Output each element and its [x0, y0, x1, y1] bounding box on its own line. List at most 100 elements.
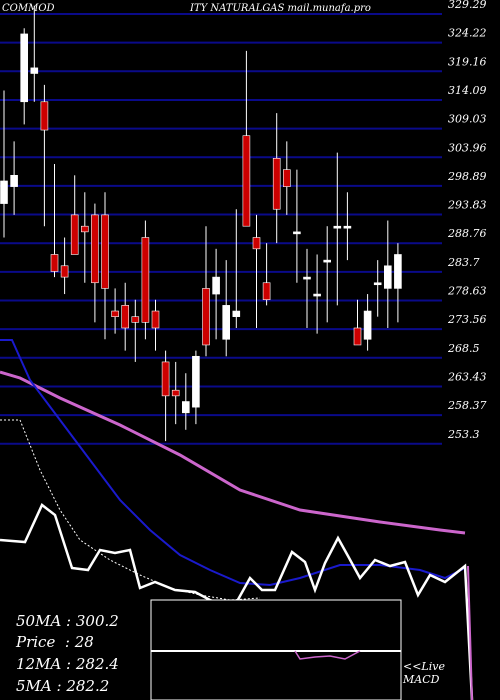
candle-body-up — [232, 310, 241, 317]
candle — [30, 5, 39, 102]
y-tick-label: 288.76 — [447, 227, 487, 240]
candle-body-down — [151, 310, 160, 329]
candle — [383, 220, 392, 328]
candle — [161, 350, 170, 442]
candle — [0, 90, 8, 238]
candle-body-down — [70, 214, 79, 255]
candle-body-up — [313, 293, 321, 297]
candle-body-down — [252, 237, 261, 250]
candle — [232, 209, 241, 328]
candle-body-down — [50, 254, 59, 272]
candle — [141, 220, 150, 340]
y-tick-label: 329.29 — [448, 0, 487, 11]
candle-body-up — [212, 276, 220, 295]
y-axis-ticks: 329.29 324.22 319.16 314.09 309.03 303.96 298.… — [447, 0, 487, 441]
candle-body-down — [131, 316, 140, 323]
candle — [373, 260, 382, 317]
candle-body-down — [111, 310, 119, 317]
y-tick-label: 319.16 — [448, 55, 487, 68]
candle — [242, 50, 251, 227]
candle — [272, 113, 281, 244]
candle-body-down — [161, 361, 170, 397]
candle-body-up — [373, 282, 382, 286]
candle — [101, 192, 109, 340]
candle-body-down — [353, 327, 362, 346]
y-tick-label: 283.7 — [447, 256, 480, 269]
candle-body-up — [20, 33, 29, 103]
candle-body-up — [323, 259, 332, 263]
candle-body-up — [383, 265, 392, 289]
y-tick-label: 263.43 — [447, 370, 487, 383]
candle — [131, 299, 140, 362]
candle-body-down — [81, 225, 89, 233]
candle-body-up — [0, 180, 8, 204]
candle-body-down — [242, 135, 251, 227]
candle-body-down — [262, 282, 271, 301]
candle — [20, 28, 29, 125]
candle-body-up — [192, 355, 200, 408]
candle — [212, 248, 220, 340]
info-price: Price : 28 — [16, 633, 94, 651]
y-tick-label: 273.56 — [447, 313, 487, 326]
candle — [60, 237, 69, 295]
macd-signal-line — [294, 650, 361, 660]
candle-body-up — [182, 401, 190, 414]
candle — [313, 254, 321, 334]
candle-body-down — [60, 265, 69, 278]
y-tick-label: 303.96 — [448, 141, 487, 154]
candle — [111, 288, 119, 334]
y-tick-label: 324.22 — [448, 27, 487, 40]
y-tick-label: 298.89 — [447, 170, 487, 183]
candle — [343, 192, 352, 261]
candle-body-up — [10, 175, 18, 187]
candle-body-down — [141, 237, 150, 323]
info-ma5: 5MA : 282.2 — [16, 677, 110, 695]
candle — [50, 163, 59, 278]
candle — [182, 373, 190, 430]
candle-body-down — [171, 389, 180, 397]
candles — [0, 5, 402, 442]
macd-label: <<Live MACD — [403, 660, 445, 686]
candle — [252, 214, 261, 328]
candle-body-up — [222, 305, 230, 340]
candle-body-up — [363, 310, 372, 340]
y-tick-label: 293.83 — [447, 199, 487, 212]
candle — [303, 248, 311, 328]
candle — [151, 299, 160, 351]
candle — [40, 84, 49, 227]
y-tick-label: 309.03 — [448, 113, 487, 126]
candle-body-up — [293, 231, 301, 235]
lower-panel — [0, 339, 474, 700]
y-tick-label: 278.63 — [447, 285, 487, 298]
candle-body-down — [101, 214, 109, 289]
price-drop-line — [467, 565, 473, 700]
candle — [363, 294, 372, 351]
candle — [171, 361, 180, 425]
candle-body-down — [121, 305, 129, 329]
candle — [394, 243, 402, 323]
candle — [282, 141, 291, 215]
ma-long-line — [0, 370, 466, 535]
candle — [323, 226, 332, 323]
candle — [293, 169, 301, 283]
info-ma12: 12MA : 282.4 — [16, 655, 119, 673]
candle-body-down — [202, 288, 210, 346]
candle-body-up — [303, 276, 311, 280]
y-tick-label: 314.09 — [448, 84, 487, 97]
candle-body-up — [333, 225, 342, 229]
candle — [202, 226, 210, 357]
candle — [91, 203, 99, 323]
y-tick-label: 253.3 — [447, 428, 480, 441]
candle — [262, 243, 271, 306]
ma-dotted-line — [0, 419, 261, 601]
ma-short-line — [0, 339, 466, 587]
candle-body-down — [40, 101, 49, 131]
candle — [81, 192, 89, 283]
candle-body-down — [272, 158, 281, 210]
grid-layer — [0, 13, 442, 445]
candle-body-down — [91, 214, 99, 284]
candle — [222, 260, 230, 357]
candle — [121, 282, 129, 351]
